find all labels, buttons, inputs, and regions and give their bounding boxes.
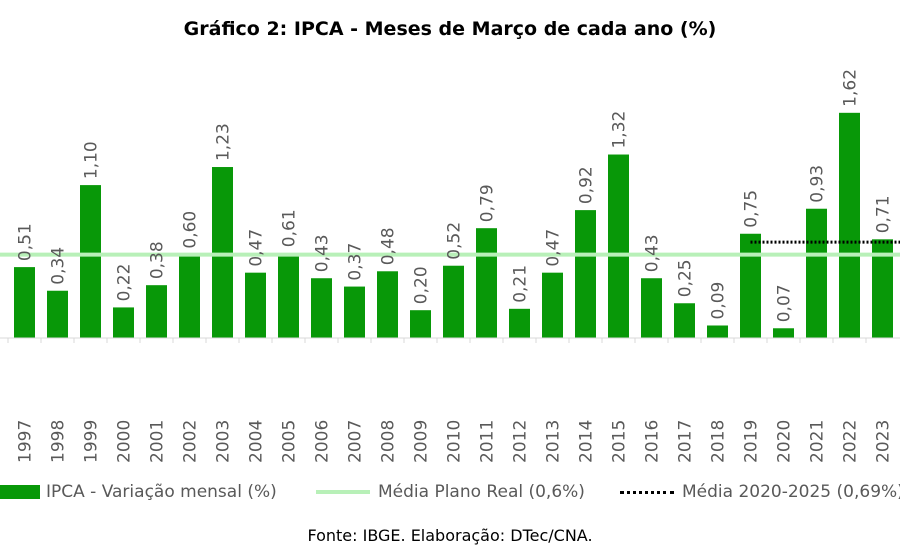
bar-2004 bbox=[245, 272, 266, 338]
category-label-2008: 2008 bbox=[379, 420, 399, 463]
value-label-2003: 1,23 bbox=[214, 123, 234, 161]
category-label-2011: 2011 bbox=[478, 420, 498, 463]
value-label-2008: 0,48 bbox=[379, 227, 399, 265]
value-label-2002: 0,60 bbox=[181, 211, 201, 249]
bar-2020 bbox=[773, 328, 794, 338]
bar-2023 bbox=[872, 239, 893, 338]
value-label-1997: 0,51 bbox=[16, 223, 36, 261]
category-label-2016: 2016 bbox=[643, 420, 663, 463]
value-label-2013: 0,47 bbox=[544, 229, 564, 267]
bar-1998 bbox=[47, 290, 68, 338]
bar-2012 bbox=[509, 308, 530, 338]
category-label-2000: 2000 bbox=[115, 420, 135, 463]
value-label-2004: 0,47 bbox=[247, 229, 267, 267]
value-label-2012: 0,21 bbox=[511, 265, 531, 303]
bar-2008 bbox=[377, 271, 398, 338]
category-label-2002: 2002 bbox=[181, 420, 201, 463]
category-label-2009: 2009 bbox=[412, 420, 432, 463]
category-label-2013: 2013 bbox=[544, 420, 564, 463]
bar-2021 bbox=[806, 208, 827, 338]
bar-2018 bbox=[707, 325, 728, 338]
category-label-2014: 2014 bbox=[577, 420, 597, 463]
value-label-2017: 0,25 bbox=[676, 259, 696, 297]
category-label-2007: 2007 bbox=[346, 420, 366, 463]
bar-2002 bbox=[179, 254, 200, 338]
legend-item-media-plano-real: Média Plano Real (0,6%) bbox=[316, 478, 585, 506]
category-label-2010: 2010 bbox=[445, 420, 465, 463]
value-label-2010: 0,52 bbox=[445, 222, 465, 260]
bar-2017 bbox=[674, 303, 695, 338]
legend-swatch-ipca bbox=[0, 485, 40, 499]
value-label-2011: 0,79 bbox=[478, 184, 498, 222]
category-label-2019: 2019 bbox=[742, 420, 762, 463]
bar-2006 bbox=[311, 278, 332, 338]
value-label-2014: 0,92 bbox=[577, 166, 597, 204]
value-label-2000: 0,22 bbox=[115, 264, 135, 302]
chart-source: Fonte: IBGE. Elaboração: DTec/CNA. bbox=[307, 526, 593, 545]
category-label-2018: 2018 bbox=[709, 420, 729, 463]
bar-1997 bbox=[14, 267, 35, 338]
bar-2014 bbox=[575, 210, 596, 338]
value-label-2001: 0,38 bbox=[148, 241, 168, 279]
category-label-2021: 2021 bbox=[808, 420, 828, 463]
category-label-2001: 2001 bbox=[148, 420, 168, 463]
bar-2019 bbox=[740, 233, 761, 338]
legend-label-media-plano-real: Média Plano Real (0,6%) bbox=[378, 482, 585, 502]
value-label-2009: 0,20 bbox=[412, 266, 432, 304]
bar-chart: 0,51 0,34 1,10 0,22 0,38 0,60 1,23 0,47 0,61 0,43… bbox=[0, 69, 900, 463]
bar-2007 bbox=[344, 286, 365, 338]
category-label-2023: 2023 bbox=[874, 420, 894, 463]
category-label-2017: 2017 bbox=[676, 420, 696, 463]
category-label-2006: 2006 bbox=[313, 420, 333, 463]
value-label-2020: 0,07 bbox=[775, 284, 795, 322]
value-label-2023: 0,71 bbox=[874, 195, 894, 233]
bar-2016 bbox=[641, 278, 662, 338]
chart-legend: IPCA - Variação mensal (%) Média Plano R… bbox=[0, 478, 900, 506]
category-label-1998: 1998 bbox=[49, 420, 69, 463]
bar-2010 bbox=[443, 265, 464, 338]
value-label-2005: 0,61 bbox=[280, 209, 300, 247]
bar-2003 bbox=[212, 167, 233, 338]
value-label-2006: 0,43 bbox=[313, 234, 333, 272]
category-label-1997: 1997 bbox=[16, 420, 36, 463]
value-label-2019: 0,75 bbox=[742, 190, 762, 228]
bar-2009 bbox=[410, 310, 431, 338]
legend-swatch-media-plano-real bbox=[316, 490, 370, 494]
category-label-2003: 2003 bbox=[214, 420, 234, 463]
bar-2022 bbox=[839, 112, 860, 338]
value-label-2022: 1,62 bbox=[841, 69, 861, 107]
legend-label-media-2020-2025: Média 2020-2025 (0,69%) bbox=[682, 482, 900, 502]
bar-2013 bbox=[542, 272, 563, 338]
value-label-2018: 0,09 bbox=[709, 282, 729, 320]
category-label-2005: 2005 bbox=[280, 420, 300, 463]
bar-2015 bbox=[608, 154, 629, 338]
legend-item-media-2020-2025: Média 2020-2025 (0,69%) bbox=[620, 478, 900, 506]
legend-label-ipca: IPCA - Variação mensal (%) bbox=[46, 482, 277, 502]
category-label-1999: 1999 bbox=[82, 420, 102, 463]
bar-2000 bbox=[113, 307, 134, 338]
bar-2005 bbox=[278, 253, 299, 338]
bar-2001 bbox=[146, 285, 167, 338]
value-label-2021: 0,93 bbox=[808, 165, 828, 203]
category-label-2004: 2004 bbox=[247, 420, 267, 463]
bar-1999 bbox=[80, 185, 101, 338]
value-label-2007: 0,37 bbox=[346, 243, 366, 281]
legend-item-ipca: IPCA - Variação mensal (%) bbox=[0, 478, 277, 506]
value-label-2016: 0,43 bbox=[643, 234, 663, 272]
bar-2011 bbox=[476, 228, 497, 338]
category-label-2012: 2012 bbox=[511, 420, 531, 463]
category-label-2022: 2022 bbox=[841, 420, 861, 463]
value-label-1998: 0,34 bbox=[49, 247, 69, 285]
value-label-1999: 1,10 bbox=[82, 141, 102, 179]
category-label-2015: 2015 bbox=[610, 420, 630, 463]
category-label-2020: 2020 bbox=[775, 420, 795, 463]
legend-swatch-media-2020-2025 bbox=[620, 490, 674, 494]
chart-title: Gráfico 2: IPCA - Meses de Março de cada… bbox=[183, 18, 717, 40]
value-label-2015: 1,32 bbox=[610, 111, 630, 149]
